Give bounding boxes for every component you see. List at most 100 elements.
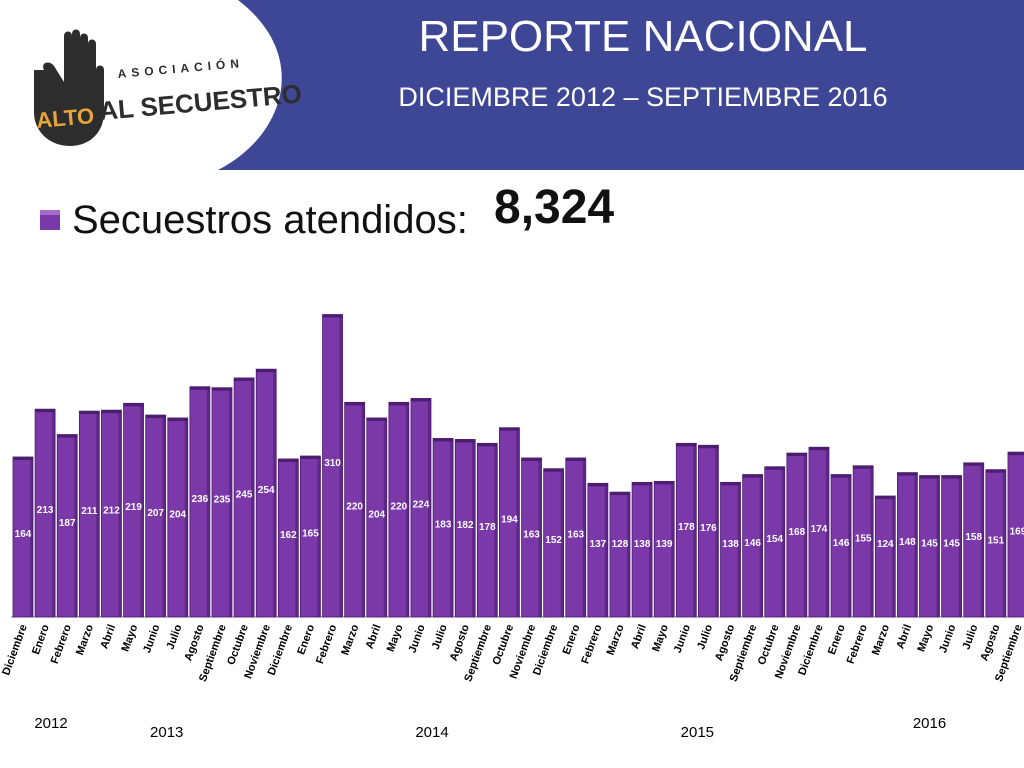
bar-value-label: 220 <box>391 502 408 513</box>
bar <box>300 455 321 618</box>
year-label: 2013 <box>150 724 183 741</box>
bar-value-label: 174 <box>811 524 828 535</box>
bar-side <box>96 411 100 617</box>
bar-side <box>184 417 188 617</box>
bar-side <box>671 481 675 617</box>
x-tick-label: Febrero <box>845 623 870 666</box>
bar-top <box>919 475 940 479</box>
bar <box>698 444 719 618</box>
bar <box>56 434 78 618</box>
x-tick-label: Mayo <box>385 623 406 654</box>
logo: ASOCIACIÓN ALTO AL SECUESTRO <box>34 29 303 146</box>
bar-value-label: 245 <box>236 489 253 500</box>
x-tick-label: Julio <box>430 623 450 651</box>
bar-side <box>560 468 564 617</box>
bar-value-label: 182 <box>457 520 474 531</box>
bar-value-label: 164 <box>15 529 32 540</box>
bar-top <box>499 427 520 431</box>
bar <box>233 377 255 618</box>
bar <box>985 469 1007 618</box>
bar <box>454 439 476 618</box>
bar-side <box>715 445 719 617</box>
bar-value-label: 163 <box>523 529 540 540</box>
bar-top <box>13 456 33 460</box>
bar <box>963 462 985 618</box>
bar <box>653 480 675 618</box>
bar-top <box>808 447 829 451</box>
bar-side <box>427 398 431 617</box>
bar-side <box>936 475 940 617</box>
bar <box>34 408 56 618</box>
bar-top <box>985 469 1006 473</box>
bar-side <box>405 402 409 617</box>
bar-side <box>781 466 785 617</box>
bar-value-label: 219 <box>125 502 142 513</box>
year-label: 2016 <box>913 715 946 732</box>
bar <box>366 417 388 618</box>
bar-top <box>145 415 166 419</box>
bar-side <box>30 456 33 617</box>
bar-value-label: 154 <box>766 534 783 545</box>
bar <box>521 457 542 618</box>
x-tick-label: Octubre <box>756 623 782 667</box>
bar-top <box>57 434 78 438</box>
bar-side <box>383 417 387 617</box>
x-tick-label: Abril <box>894 623 914 651</box>
bar-value-label: 224 <box>413 500 430 511</box>
bar-side <box>273 369 277 617</box>
year-label: 2014 <box>415 724 448 741</box>
bar-side <box>626 492 630 617</box>
bar <box>101 409 122 618</box>
bar-top <box>35 409 56 413</box>
bar <box>941 475 963 618</box>
x-tick-label: Marzo <box>74 623 96 657</box>
bar <box>543 468 565 618</box>
bar-side <box>958 475 962 617</box>
page-title: REPORTE NACIONAL <box>418 12 867 61</box>
bar-value-label: 168 <box>789 527 806 538</box>
bar-top <box>366 417 387 421</box>
bar <box>410 398 432 618</box>
bar-side <box>649 482 653 617</box>
bar-top <box>101 410 122 414</box>
bar <box>211 387 233 618</box>
bar <box>12 456 34 618</box>
x-tick-label: Febrero <box>314 623 339 666</box>
bar-top <box>543 468 564 472</box>
x-tick-label: Junio <box>672 623 693 655</box>
bar <box>764 466 786 618</box>
bar-side <box>737 482 741 617</box>
bar-value-label: 165 <box>302 529 319 540</box>
x-tick-label: Marzo <box>605 623 627 657</box>
bar-value-label: 204 <box>169 509 186 520</box>
x-tick-label: Abril <box>629 623 649 651</box>
bar-top <box>455 439 476 443</box>
bar <box>255 368 277 618</box>
bar <box>277 458 299 618</box>
bar-value-label: 145 <box>921 538 938 549</box>
x-tick-label: Octubre <box>491 623 517 667</box>
bar <box>476 442 498 618</box>
bar-side <box>825 447 829 617</box>
bar-top <box>300 456 321 459</box>
bar-value-label: 146 <box>833 538 850 549</box>
bar-top <box>410 398 431 402</box>
x-tick-label: Agosto <box>713 623 737 663</box>
x-tick-label: Mayo <box>915 623 936 654</box>
x-tick-label: Julio <box>960 623 980 651</box>
bar-side <box>1002 469 1006 617</box>
bar <box>167 417 189 618</box>
bar-top <box>853 465 874 469</box>
bar-top <box>875 496 896 500</box>
bar <box>1007 451 1024 618</box>
bar <box>786 452 808 618</box>
bar-top <box>1007 452 1024 456</box>
bar <box>78 410 100 618</box>
bar-top <box>322 314 343 318</box>
bar-top <box>123 403 144 407</box>
bar-top <box>587 483 608 487</box>
bar-side <box>759 474 763 617</box>
bar-top <box>742 474 763 478</box>
x-tick-label: Mayo <box>119 623 140 654</box>
bar-value-label: 211 <box>81 506 98 517</box>
